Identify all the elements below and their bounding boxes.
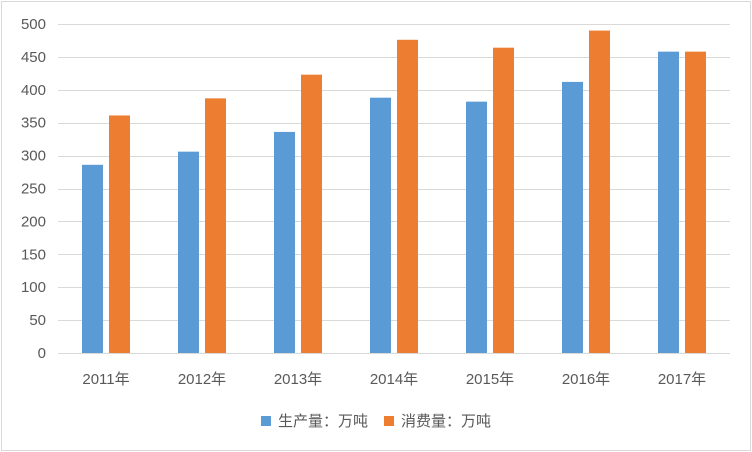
bar-series-1-2017年 bbox=[685, 51, 706, 354]
legend-label: 生产量：万吨 bbox=[278, 412, 368, 430]
x-tick-label: 2014年 bbox=[370, 371, 418, 388]
bar-series-0-2014年 bbox=[370, 97, 391, 353]
y-tick-label: 500 bbox=[21, 16, 46, 33]
legend-swatch-series-0 bbox=[260, 416, 271, 426]
gridlines bbox=[58, 24, 730, 321]
y-tick-label: 400 bbox=[21, 82, 46, 99]
bar-series-0-2015年 bbox=[466, 101, 487, 353]
bar-series-1-2012年 bbox=[205, 98, 226, 353]
bar-series-0-2011年 bbox=[82, 164, 103, 353]
x-tick-label: 2012年 bbox=[178, 371, 226, 388]
x-tick-label: 2015年 bbox=[466, 371, 514, 388]
axes: 0 50 100 150 200 250 300 350 400 450 500 2011年 2012年… bbox=[21, 16, 730, 388]
bar-series-0-2016年 bbox=[562, 81, 583, 354]
bar-series-1-2013年 bbox=[301, 74, 322, 353]
bar-series-0-2013年 bbox=[274, 131, 295, 353]
y-tick-label: 0 bbox=[38, 345, 46, 362]
bars bbox=[82, 30, 706, 354]
bar-series-1-2015年 bbox=[493, 47, 514, 354]
y-tick-label: 50 bbox=[29, 312, 46, 329]
y-tick-label: 250 bbox=[21, 181, 46, 198]
x-tick-label: 2011年 bbox=[82, 371, 129, 388]
bar-series-1-2016年 bbox=[589, 30, 610, 354]
y-tick-label: 150 bbox=[21, 246, 46, 263]
bar-series-1-2011年 bbox=[109, 115, 130, 353]
y-tick-label: 450 bbox=[21, 49, 46, 66]
legend: 生产量：万吨 消费量：万吨 bbox=[260, 412, 491, 430]
y-tick-label: 200 bbox=[21, 213, 46, 230]
x-tick-label: 2013年 bbox=[274, 371, 322, 388]
y-tick-label: 100 bbox=[21, 279, 46, 296]
bar-series-0-2012年 bbox=[178, 151, 199, 353]
legend-swatch-series-1 bbox=[384, 416, 394, 426]
y-tick-label: 300 bbox=[21, 148, 46, 165]
x-tick-label: 2016年 bbox=[562, 371, 610, 388]
bar-series-0-2017年 bbox=[658, 51, 679, 354]
y-tick-label: 350 bbox=[21, 115, 46, 132]
legend-label: 消费量：万吨 bbox=[401, 412, 491, 430]
x-tick-label: 2017年 bbox=[658, 371, 706, 388]
bar-series-1-2014年 bbox=[397, 39, 418, 354]
